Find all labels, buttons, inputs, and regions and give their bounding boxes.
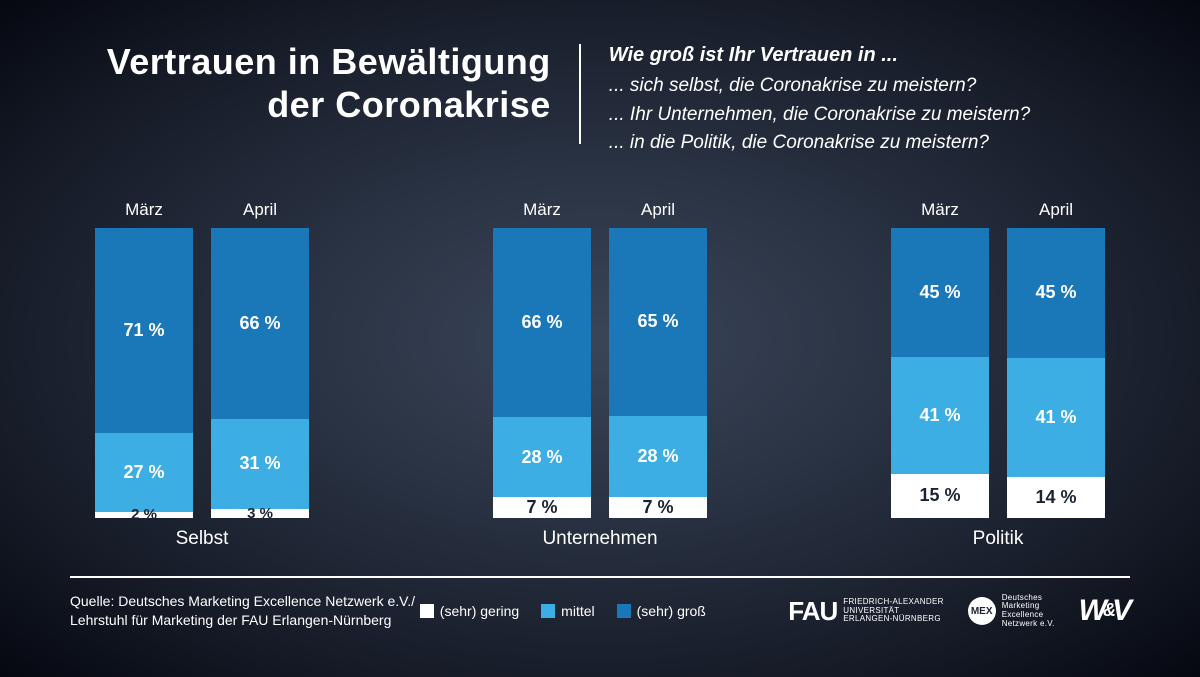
month-label: April	[641, 200, 675, 220]
swatch-mittel-icon	[541, 604, 555, 618]
segment-mittel: 41 %	[891, 357, 989, 475]
stacked-bar: 71 %27 %2 %	[95, 228, 193, 518]
mex-logo: MEX DeutschesMarketingExcellenceNetzwerk…	[968, 594, 1055, 629]
group-label: Unternehmen	[542, 528, 657, 550]
fau-logo-text: FAU	[788, 596, 837, 627]
month-label: April	[243, 200, 277, 220]
question-block: Wie groß ist Ihr Vertrauen in ... ... si…	[581, 40, 1130, 158]
segment-gering: 15 %	[891, 474, 989, 517]
source-line2: Lehrstuhl für Marketing der FAU Erlangen…	[70, 612, 391, 628]
group-label: Selbst	[176, 528, 229, 550]
mex-logo-subtext: DeutschesMarketingExcellenceNetzwerk e.V…	[1002, 594, 1055, 629]
bars-row: März45 %41 %15 %April45 %41 %14 %	[891, 198, 1105, 518]
legend: (sehr) gering mittel (sehr) groß	[420, 603, 738, 619]
segment-gering: 14 %	[1007, 477, 1105, 518]
segment-gering: 3 %	[211, 509, 309, 518]
bars-row: März 71 %27 %2 % April 66 %31 %3 %	[95, 198, 309, 518]
fau-logo-subtext: FRIEDRICH-ALEXANDERUNIVERSITÄTERLANGEN-N…	[843, 598, 943, 624]
bar-col: März 45 %41 %15 %	[891, 200, 989, 518]
footer: Quelle: Deutsches Marketing Excellence N…	[0, 578, 1200, 631]
swatch-gross-icon	[617, 604, 631, 618]
month-label: März	[523, 200, 561, 220]
question-line-3: ... in die Politik, die Coronakrise zu m…	[609, 129, 1130, 158]
segment-gross: 45 %	[1007, 228, 1105, 359]
segment-gross: 66 %	[211, 228, 309, 419]
segment-gering: 2 %	[95, 512, 193, 518]
wv-v: V	[1112, 594, 1130, 628]
segment-mittel: 28 %	[493, 417, 591, 497]
stacked-bar: 65 %28 %7 %	[609, 228, 707, 518]
logos: FAU FRIEDRICH-ALEXANDERUNIVERSITÄTERLANG…	[738, 594, 1130, 629]
segment-gering: 7 %	[493, 497, 591, 517]
legend-label-gross: (sehr) groß	[637, 603, 706, 619]
title: Vertrauen in Bewältigung der Coronakrise	[70, 40, 551, 126]
segment-gross: 66 %	[493, 228, 591, 418]
legend-item-mittel: mittel	[541, 603, 594, 619]
title-line1: Vertrauen in Bewältigung	[107, 41, 551, 82]
bars-row: März66 %28 %7 %April65 %28 %7 %	[493, 198, 707, 518]
segment-gross: 45 %	[891, 228, 989, 357]
header: Vertrauen in Bewältigung der Coronakrise…	[0, 0, 1200, 168]
month-label: April	[1039, 200, 1073, 220]
bar-col: März 66 %28 %7 %	[493, 200, 591, 518]
segment-gross: 65 %	[609, 228, 707, 417]
legend-item-gross: (sehr) groß	[617, 603, 706, 619]
wv-logo: W & V	[1079, 594, 1130, 628]
bar-col: April 65 %28 %7 %	[609, 200, 707, 518]
mex-badge-icon: MEX	[968, 597, 996, 625]
segment-mittel: 28 %	[609, 416, 707, 497]
segment-gering: 7 %	[609, 497, 707, 517]
bar-col: März 71 %27 %2 %	[95, 200, 193, 518]
wv-w: W	[1079, 594, 1105, 628]
month-label: März	[125, 200, 163, 220]
segment-gross: 71 %	[95, 228, 193, 434]
stacked-bar: 45 %41 %14 %	[1007, 228, 1105, 518]
bar-col: April 66 %31 %3 %	[211, 200, 309, 518]
segment-mittel: 31 %	[211, 419, 309, 509]
title-block: Vertrauen in Bewältigung der Coronakrise	[70, 40, 579, 158]
wv-amp: &	[1103, 600, 1114, 621]
chart-group-1: März66 %28 %7 %April65 %28 %7 %Unternehm…	[493, 198, 707, 550]
month-label: März	[921, 200, 959, 220]
stacked-bar: 45 %41 %15 %	[891, 228, 989, 518]
chart-area: März71 %27 %2 %April66 %31 %3 %SelbstMär…	[0, 168, 1200, 550]
swatch-gering-icon	[420, 604, 434, 618]
question-line-1: ... sich selbst, die Coronakrise zu meis…	[609, 72, 1130, 101]
stacked-bar: 66 %28 %7 %	[493, 228, 591, 518]
question-line-2: ... Ihr Unternehmen, die Coronakrise zu …	[609, 101, 1130, 130]
legend-label-mittel: mittel	[561, 603, 594, 619]
segment-mittel: 41 %	[1007, 358, 1105, 477]
legend-label-gering: (sehr) gering	[440, 603, 519, 619]
fau-logo: FAU FRIEDRICH-ALEXANDERUNIVERSITÄTERLANG…	[788, 596, 943, 627]
legend-item-gering: (sehr) gering	[420, 603, 519, 619]
title-line2: der Coronakrise	[267, 84, 551, 125]
segment-mittel: 27 %	[95, 433, 193, 511]
group-label: Politik	[973, 528, 1024, 550]
bar-col: April 45 %41 %14 %	[1007, 200, 1105, 518]
chart-group-2: März45 %41 %15 %April45 %41 %14 %Politik	[891, 198, 1105, 550]
source-text: Quelle: Deutsches Marketing Excellence N…	[70, 592, 420, 631]
stacked-bar: 66 %31 %3 %	[211, 228, 309, 518]
chart-group-0: März 71 %27 %2 % April 66 %31 %3 % Selbst	[95, 198, 309, 550]
source-line1: Quelle: Deutsches Marketing Excellence N…	[70, 593, 415, 609]
question-lead: Wie groß ist Ihr Vertrauen in ...	[609, 40, 1130, 70]
